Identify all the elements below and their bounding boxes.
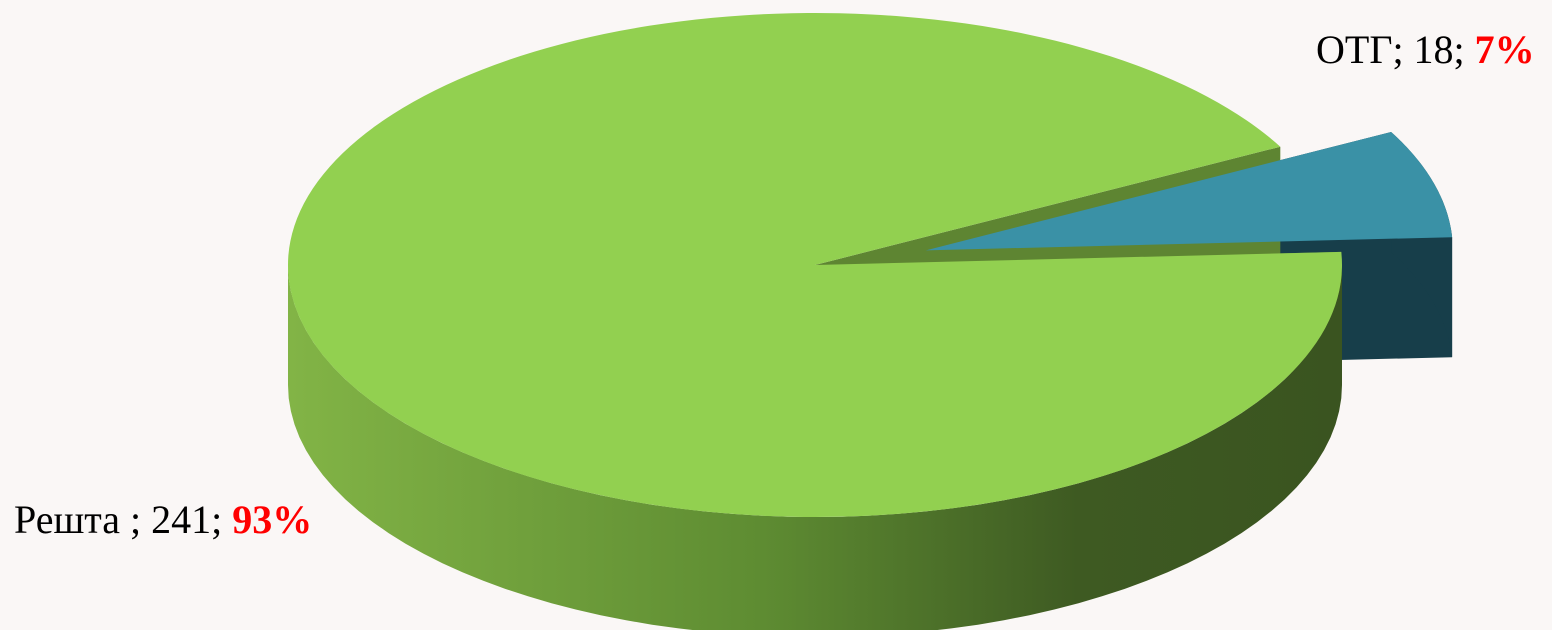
data-label-reshta: Решта ; 241; 93% [14, 500, 312, 540]
pie-tops [288, 12, 1453, 518]
data-label-otg-text: ОТГ; 18; [1316, 27, 1475, 72]
slice-side-решта-0 [288, 265, 1342, 630]
slice-отг [925, 132, 1453, 251]
data-label-reshta-percent: 93% [232, 497, 313, 542]
data-label-otg: ОТГ; 18; 7% [1316, 30, 1535, 70]
data-label-otg-percent: 7% [1474, 27, 1535, 72]
slice-решта [288, 12, 1342, 518]
data-label-reshta-text: Решта ; 241; [14, 497, 233, 542]
